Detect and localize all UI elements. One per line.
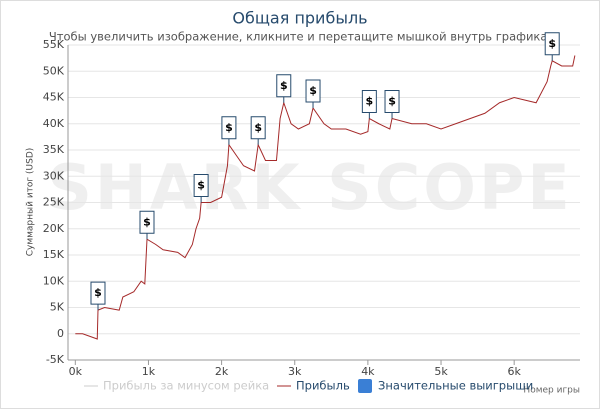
y-tick-label: 40K <box>43 117 65 130</box>
flag <box>193 174 209 197</box>
y-axis-label: Суммарный итог (USD) <box>26 148 36 257</box>
y-tick-label: 0 <box>57 327 64 340</box>
flag-label: $ <box>388 95 396 108</box>
line <box>75 55 576 340</box>
x-tick-label: 2k <box>215 365 229 378</box>
y-tick-label: 30K <box>43 169 65 182</box>
watermark: SHARK SCOPE <box>47 151 573 224</box>
big-win-flag: $ <box>384 90 400 119</box>
big-win-flag: $ <box>276 74 292 103</box>
y-tick-label: 50K <box>43 64 65 77</box>
flag <box>384 90 400 113</box>
y-tick-label: 35K <box>43 143 65 156</box>
flag-label: $ <box>548 37 556 50</box>
big-win-flag: $ <box>221 116 237 145</box>
x-tick-label: 0k <box>69 365 83 378</box>
y-tick-label: 20K <box>43 222 65 235</box>
x-tick-label: 6k <box>507 365 521 378</box>
legend-swatch <box>358 379 372 393</box>
big-win-flag: $ <box>193 174 209 203</box>
x-tick-label: 1k <box>142 365 156 378</box>
y-tick-label: -5K <box>46 353 65 366</box>
x-tick-label: 5k <box>434 365 448 378</box>
x-tick-label: 3k <box>288 365 302 378</box>
flag-label: $ <box>309 84 317 97</box>
flag <box>361 90 377 113</box>
legend-label: Значительные выигрыши <box>378 379 533 393</box>
y-tick-label: 5K <box>50 301 65 314</box>
flag-label: $ <box>280 79 288 92</box>
big-win-flag: $ <box>90 281 106 311</box>
y-tick-label: 25K <box>43 196 65 209</box>
big-win-flag: $ <box>361 90 377 119</box>
legend-label: Прибыль <box>296 379 350 393</box>
flag <box>305 79 321 103</box>
flag <box>221 116 237 140</box>
flag <box>544 32 560 56</box>
big-win-flag: $ <box>544 32 560 61</box>
y-tick-label: 45K <box>43 91 65 104</box>
big-win-flag: $ <box>250 116 266 145</box>
flag <box>139 210 155 234</box>
y-tick-label: 10K <box>43 274 65 287</box>
flag <box>276 74 292 98</box>
chart-title: Общая прибыль <box>232 9 367 28</box>
flag-label: $ <box>197 179 205 192</box>
flag-label: $ <box>225 121 233 134</box>
flag-label: $ <box>254 121 262 134</box>
flag <box>250 116 266 140</box>
flag-label: $ <box>94 286 102 299</box>
y-tick-label: 55K <box>43 38 65 51</box>
legend-label: Прибыль за минусом рейка <box>103 379 269 393</box>
chart-subtitle: Чтобы увеличить изображение, кликните и … <box>49 30 551 44</box>
big-win-flag: $ <box>139 210 155 240</box>
flag-label: $ <box>143 215 151 228</box>
flag-label: $ <box>366 95 374 108</box>
y-tick-label: 15K <box>43 248 65 261</box>
x-tick-label: 4k <box>361 365 375 378</box>
flag <box>90 281 106 305</box>
big-win-flag: $ <box>305 79 321 108</box>
x-axis-label: Номер игры <box>523 386 580 396</box>
